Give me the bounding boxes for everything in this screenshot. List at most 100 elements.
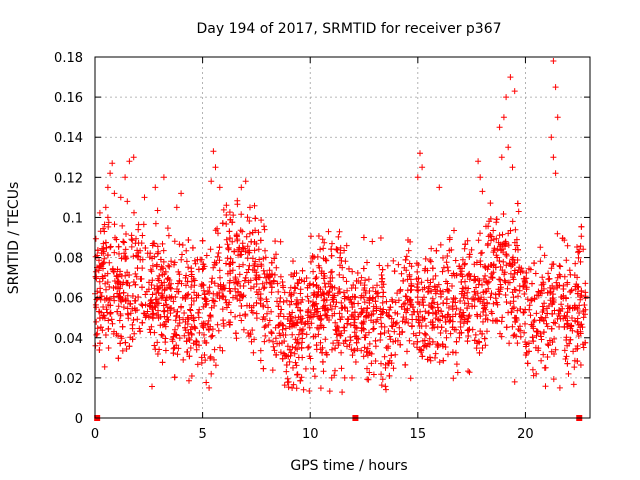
data-point — [293, 339, 300, 346]
data-point — [181, 332, 188, 339]
data-point — [357, 280, 364, 286]
data-point — [283, 353, 290, 359]
data-point — [101, 228, 108, 235]
data-point — [442, 344, 449, 350]
data-point — [109, 320, 116, 327]
data-point — [479, 330, 486, 337]
data-point — [117, 312, 124, 319]
data-point — [183, 282, 189, 289]
data-point — [277, 310, 284, 317]
data-point — [490, 227, 497, 234]
data-point — [479, 249, 485, 256]
data-point — [560, 286, 567, 292]
data-point — [326, 288, 333, 295]
data-point — [315, 262, 322, 269]
data-point — [447, 330, 454, 337]
data-point — [96, 315, 103, 322]
data-point — [475, 158, 482, 165]
data-point — [574, 358, 581, 365]
data-point — [219, 293, 226, 300]
data-point — [110, 268, 117, 275]
data-point — [242, 274, 249, 281]
data-point — [294, 346, 301, 353]
data-point — [223, 202, 230, 209]
data-point — [549, 310, 556, 317]
data-point — [379, 299, 386, 306]
data-point — [581, 302, 588, 308]
data-point — [552, 346, 559, 353]
data-point — [424, 356, 431, 363]
data-point — [438, 308, 445, 315]
data-point — [430, 276, 437, 283]
data-point — [514, 200, 521, 207]
data-point — [193, 346, 200, 353]
data-point — [375, 289, 381, 296]
data-point — [351, 309, 358, 316]
data-point — [533, 370, 540, 377]
data-point — [269, 367, 276, 374]
data-point — [366, 297, 373, 304]
data-point — [294, 296, 300, 303]
data-point — [183, 247, 190, 254]
data-point — [422, 342, 429, 349]
data-point — [386, 306, 393, 313]
data-point — [170, 298, 177, 305]
data-point — [517, 269, 524, 276]
data-point — [366, 294, 373, 301]
data-point — [515, 293, 521, 300]
data-point — [328, 252, 335, 259]
data-point — [96, 263, 103, 270]
data-point — [311, 289, 317, 296]
data-point — [227, 268, 233, 275]
data-point — [198, 359, 205, 366]
data-point — [542, 383, 549, 390]
data-point — [244, 255, 251, 262]
data-point — [229, 259, 236, 266]
data-point — [466, 312, 473, 319]
data-point — [499, 241, 506, 248]
data-point — [265, 321, 272, 328]
data-point — [133, 273, 140, 280]
data-point — [135, 294, 142, 300]
data-point — [511, 331, 518, 338]
data-point — [564, 321, 571, 328]
data-point — [575, 249, 581, 256]
data-point — [460, 320, 467, 327]
data-point — [220, 284, 227, 291]
data-point — [461, 245, 468, 252]
data-point — [354, 270, 361, 276]
data-point — [299, 296, 306, 303]
data-point — [361, 334, 368, 341]
data-point — [155, 300, 162, 307]
data-point — [323, 351, 330, 358]
data-point — [324, 306, 331, 313]
data-point — [419, 338, 426, 344]
data-point — [488, 262, 495, 268]
data-point — [260, 267, 267, 274]
data-point — [575, 254, 582, 261]
data-point — [457, 318, 464, 325]
data-point — [511, 88, 518, 95]
data-point — [515, 208, 522, 215]
data-point — [154, 339, 161, 346]
data-point — [318, 322, 325, 329]
data-point — [418, 349, 424, 356]
data-point — [236, 263, 243, 270]
data-point — [432, 272, 439, 279]
data-point — [158, 331, 165, 338]
data-point — [458, 329, 465, 336]
data-point — [496, 232, 503, 239]
data-point — [251, 202, 258, 209]
data-point — [379, 275, 386, 282]
data-point — [190, 315, 197, 322]
data-point — [208, 370, 215, 377]
data-point — [509, 164, 516, 171]
data-point — [290, 381, 297, 388]
data-point — [176, 335, 183, 342]
data-point — [390, 365, 397, 372]
data-point — [168, 305, 175, 312]
data-point — [386, 357, 393, 364]
data-point — [111, 190, 118, 197]
data-point — [566, 340, 573, 347]
data-point — [236, 312, 243, 319]
